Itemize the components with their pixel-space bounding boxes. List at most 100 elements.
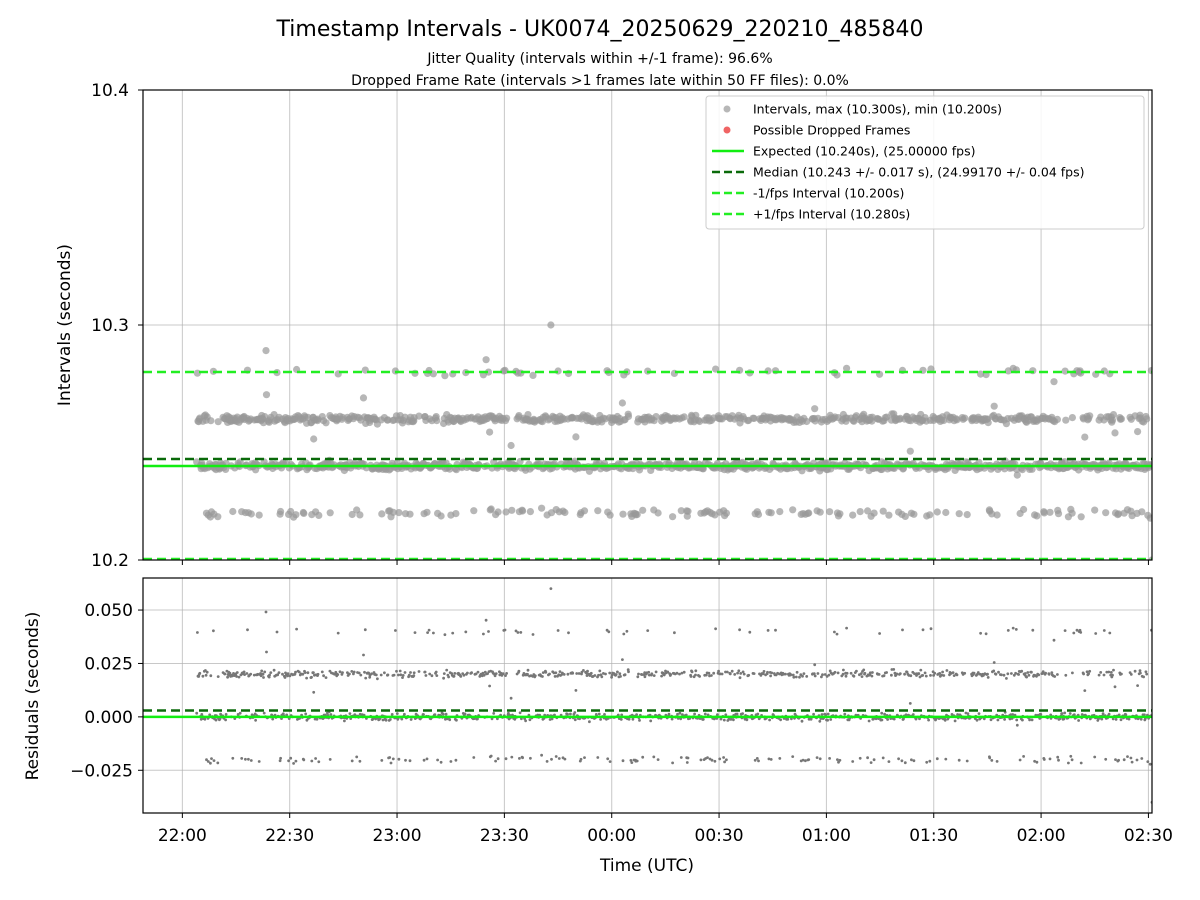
interval-point xyxy=(684,507,692,515)
residual-point xyxy=(882,674,886,678)
interval-reference-lines xyxy=(143,370,1152,560)
residual-point xyxy=(614,673,618,676)
residual-point xyxy=(359,673,363,677)
residual-point xyxy=(528,718,532,722)
residual-point xyxy=(621,658,624,661)
legend-entry-expected: Expected (10.240s), (25.00000 fps) xyxy=(712,144,975,159)
residual-point xyxy=(986,676,990,679)
residual-point xyxy=(1030,670,1033,674)
residual-point xyxy=(710,674,713,677)
interval-point xyxy=(572,433,580,441)
residual-point xyxy=(911,713,915,716)
residual-point xyxy=(462,673,466,677)
legend-label-dropped-frames: Possible Dropped Frames xyxy=(753,123,910,138)
residual-point xyxy=(476,670,480,674)
residual-point xyxy=(569,712,572,716)
residual-point xyxy=(510,755,514,759)
residual-point xyxy=(851,760,855,763)
residual-point xyxy=(779,718,782,722)
residual-point xyxy=(723,760,726,764)
residual-point xyxy=(748,630,752,634)
residual-point xyxy=(1006,672,1010,676)
interval-point xyxy=(470,507,478,515)
interval-point xyxy=(624,412,633,420)
residual-point xyxy=(403,671,407,674)
interval-point xyxy=(1108,416,1117,424)
interval-point xyxy=(561,508,569,517)
residual-point xyxy=(631,717,635,721)
residual-point xyxy=(1114,718,1118,721)
residual-point xyxy=(833,670,837,674)
residual-point xyxy=(762,670,766,673)
residual-point xyxy=(1062,717,1066,721)
residual-point xyxy=(829,718,833,721)
interval-point xyxy=(507,441,515,450)
residual-point xyxy=(656,758,660,761)
interval-point xyxy=(961,414,969,422)
interval-point xyxy=(292,511,300,519)
residual-point xyxy=(842,668,845,672)
interval-point xyxy=(654,509,662,517)
residual-point xyxy=(794,675,798,679)
residual-point xyxy=(306,671,310,675)
residual-point xyxy=(943,718,947,722)
residual-point xyxy=(769,674,772,678)
residual-point xyxy=(1063,629,1067,632)
interval-point xyxy=(315,511,323,519)
interval-point xyxy=(1146,514,1152,522)
residual-point xyxy=(310,675,313,679)
residual-point xyxy=(1060,712,1064,715)
interval-point xyxy=(594,507,602,515)
residual-point xyxy=(380,759,384,762)
residual-point xyxy=(725,758,728,762)
residual-point xyxy=(901,628,904,632)
residual-point xyxy=(454,758,458,762)
residual-point xyxy=(1018,758,1022,762)
interval-point xyxy=(1115,510,1123,518)
residual-point xyxy=(304,712,308,716)
interval-point xyxy=(322,419,330,427)
residual-point xyxy=(357,671,361,675)
residual-point xyxy=(1104,757,1108,761)
residual-point xyxy=(474,672,478,676)
residual-point xyxy=(1011,626,1015,630)
residual-point xyxy=(434,670,438,674)
residual-point xyxy=(732,718,735,722)
residual-point xyxy=(728,672,732,676)
residual-point xyxy=(1079,761,1083,765)
residual-point xyxy=(647,673,651,677)
interval-point xyxy=(1013,471,1021,479)
residual-point xyxy=(1064,673,1068,677)
intervals-y-ticks: 10.2 10.3 10.4 xyxy=(91,81,143,571)
residual-point xyxy=(798,675,801,679)
interval-point xyxy=(1109,411,1118,419)
interval-point xyxy=(452,509,460,518)
residual-point xyxy=(738,628,741,632)
residual-point xyxy=(679,756,683,759)
residual-point xyxy=(252,673,256,677)
interval-point xyxy=(885,511,893,519)
residual-point xyxy=(574,689,578,692)
residual-point xyxy=(917,672,921,675)
residual-point xyxy=(1017,673,1020,676)
residual-point xyxy=(267,675,271,679)
residual-point xyxy=(757,759,760,763)
interval-point xyxy=(633,510,641,519)
residual-point xyxy=(935,757,939,761)
residual-point xyxy=(828,757,831,760)
residual-point xyxy=(792,675,796,679)
residual-point xyxy=(463,712,467,716)
interval-point xyxy=(406,510,414,518)
residual-point xyxy=(784,672,787,676)
residual-point xyxy=(481,671,485,675)
residual-point xyxy=(216,761,220,765)
residual-point xyxy=(701,718,705,721)
residual-point xyxy=(995,760,999,763)
residual-point xyxy=(670,717,674,721)
residual-point xyxy=(1102,629,1106,632)
interval-point xyxy=(789,506,797,514)
interval-point xyxy=(722,509,731,517)
residual-point xyxy=(312,671,315,674)
residual-point xyxy=(350,670,354,673)
residual-point xyxy=(409,671,412,674)
